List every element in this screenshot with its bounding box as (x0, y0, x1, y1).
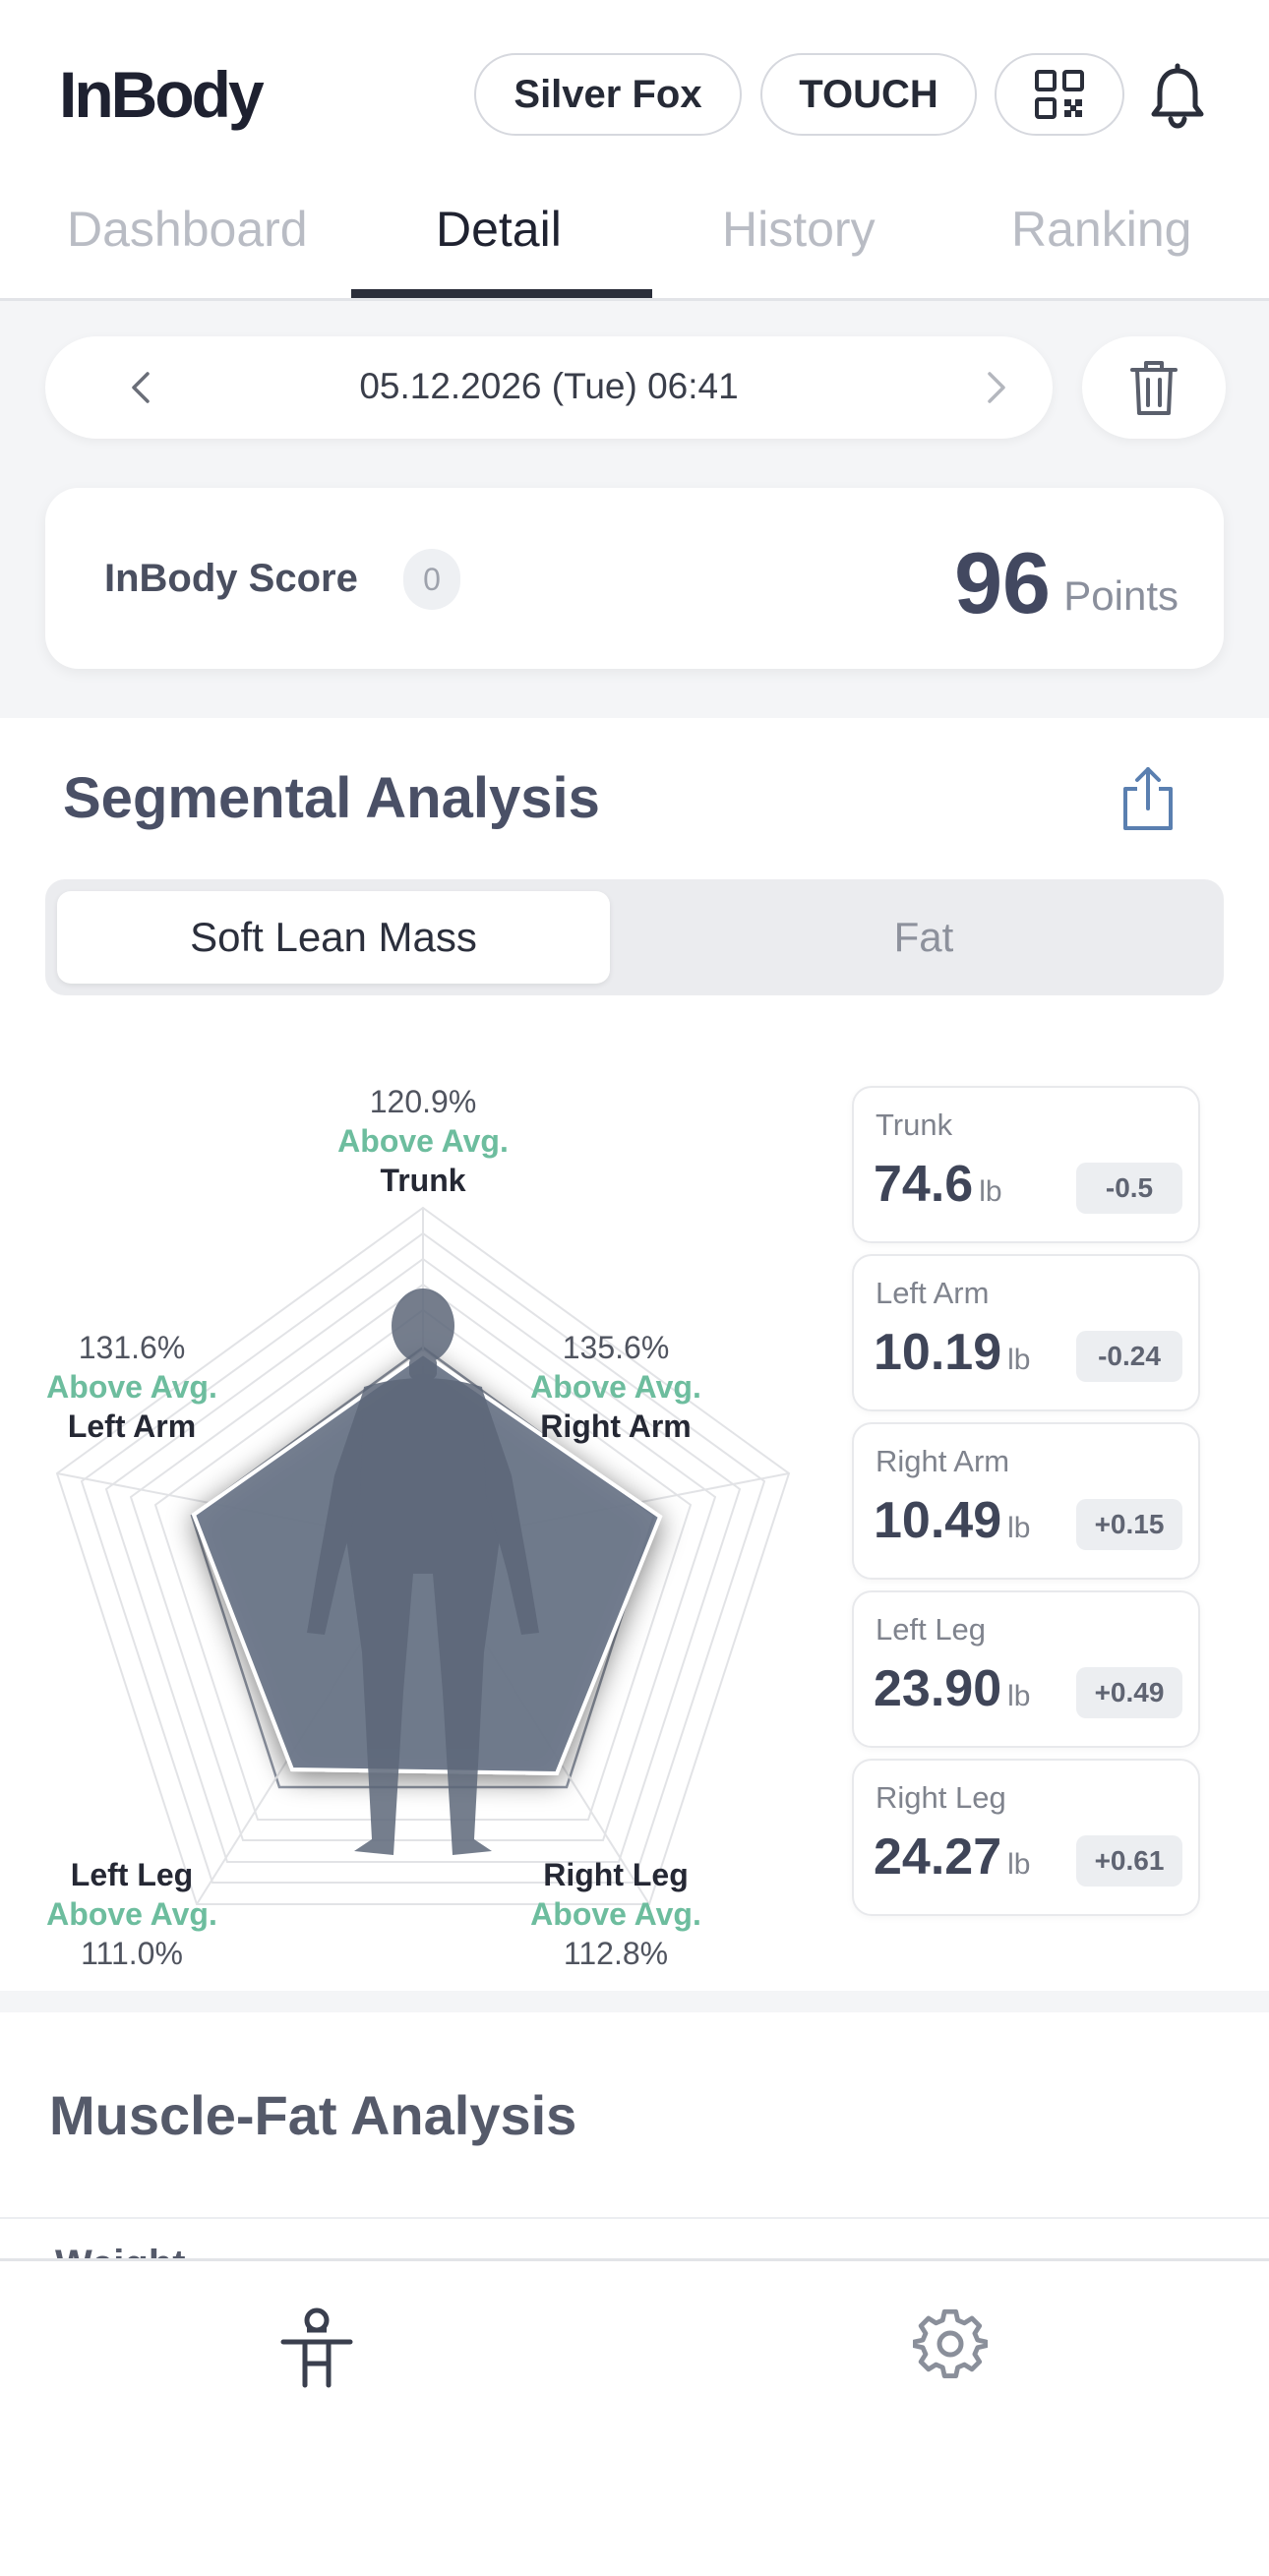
segment-name: Left Leg (876, 1612, 987, 1647)
segmental-analysis-title: Segmental Analysis (63, 766, 600, 830)
segment-card-left-arm[interactable]: Left Arm 10.19 lb -0.24 (852, 1254, 1200, 1411)
qr-code-icon (1035, 70, 1084, 119)
radar-label-right-arm: 135.6% Above Avg. Right Arm (468, 1328, 763, 1446)
divider-line (0, 2217, 1269, 2219)
right-leg-status: Above Avg. (530, 1896, 701, 1932)
left-arm-name: Left Arm (67, 1408, 197, 1444)
measurement-date: 05.12.2026 (Tue) 06:41 (359, 366, 739, 406)
segment-card-right-arm[interactable]: Right Arm 10.49 lb +0.15 (852, 1422, 1200, 1580)
trash-icon (1130, 361, 1178, 415)
segment-change-badge: -0.5 (1076, 1163, 1182, 1214)
score-unit: Points (1063, 572, 1178, 619)
segment-name: Left Arm (876, 1276, 990, 1310)
main-tabs: Dashboard Detail History Ranking (0, 177, 1269, 301)
segment-card-left-leg[interactable]: Left Leg 23.90 lb +0.49 (852, 1590, 1200, 1748)
date-navigator: 05.12.2026 (Tue) 06:41 (45, 336, 1053, 439)
segment-name: Right Leg (876, 1780, 1006, 1815)
muscle-fat-analysis-title: Muscle-Fat Analysis (49, 2084, 577, 2146)
segment-change-badge: -0.24 (1076, 1331, 1182, 1382)
right-arm-name: Right Arm (540, 1408, 692, 1444)
bell-icon[interactable] (1144, 63, 1211, 130)
segment-card-right-leg[interactable]: Right Leg 24.27 lb +0.61 (852, 1759, 1200, 1916)
delete-button[interactable] (1082, 336, 1226, 439)
weight-label: Weight (55, 2245, 186, 2258)
segmental-radar-chart: 120.9% Above Avg. Trunk 131.6% Above Avg… (39, 1062, 807, 1987)
right-arm-percent: 135.6% (562, 1330, 670, 1365)
body-icon[interactable] (277, 2306, 356, 2389)
segment-name: Trunk (876, 1108, 953, 1142)
active-tab-indicator (351, 289, 652, 298)
tab-detail[interactable]: Detail (436, 202, 562, 257)
tab-ranking[interactable]: Ranking (1011, 202, 1192, 257)
right-arm-status: Above Avg. (530, 1369, 701, 1405)
qr-code-button[interactable] (995, 53, 1124, 136)
inbody-logo: InBody (59, 58, 265, 131)
share-icon[interactable] (1118, 765, 1178, 832)
score-value: 96 (954, 534, 1051, 631)
bottom-navigation (0, 2258, 1269, 2576)
radar-label-left-arm: 131.6% Above Avg. Left Arm (0, 1328, 279, 1446)
radar-graphic (55, 1206, 791, 1905)
user-profile-button[interactable]: Silver Fox (474, 53, 742, 136)
trunk-status: Above Avg. (337, 1123, 509, 1159)
trunk-percent: 120.9% (369, 1084, 477, 1119)
segment-change-badge: +0.15 (1076, 1499, 1182, 1550)
toggle-soft-lean-mass[interactable]: Soft Lean Mass (57, 891, 610, 984)
chevron-right-icon[interactable] (978, 370, 1013, 405)
section-divider (0, 1991, 1269, 2012)
device-type-button[interactable]: TOUCH (760, 53, 977, 136)
left-leg-name: Left Leg (70, 1857, 194, 1892)
segment-name: Right Arm (876, 1444, 1010, 1478)
right-leg-name: Right Leg (543, 1857, 689, 1892)
segmental-toggle: Soft Lean Mass Fat (45, 879, 1224, 995)
left-leg-percent: 111.0% (81, 1936, 183, 1971)
left-arm-percent: 131.6% (78, 1330, 186, 1365)
segment-change-badge: +0.61 (1076, 1835, 1182, 1887)
segment-change-badge: +0.49 (1076, 1667, 1182, 1718)
left-arm-status: Above Avg. (46, 1369, 217, 1405)
segment-value: 10.49 lb (874, 1492, 1031, 1549)
gear-icon[interactable] (913, 2306, 988, 2381)
radar-label-right-leg: Right Leg Above Avg. 112.8% (468, 1855, 763, 1973)
tab-dashboard[interactable]: Dashboard (67, 202, 308, 257)
segment-value: 24.27 lb (874, 1828, 1031, 1886)
app-header: InBody Silver Fox TOUCH (0, 0, 1269, 177)
chevron-left-icon[interactable] (124, 370, 159, 405)
segment-value: 10.19 lb (874, 1324, 1031, 1381)
tab-history[interactable]: History (722, 202, 876, 257)
segment-card-trunk[interactable]: Trunk 74.6 lb -0.5 (852, 1086, 1200, 1243)
score-badge: 0 (403, 549, 460, 610)
radar-label-trunk: 120.9% Above Avg. Trunk (275, 1082, 571, 1200)
trunk-name: Trunk (380, 1163, 466, 1198)
body-silhouette (307, 1288, 539, 1855)
segment-value: 74.6 lb (874, 1156, 1002, 1213)
inbody-score-card[interactable]: InBody Score 0 96 Points (45, 488, 1224, 669)
segment-value: 23.90 lb (874, 1660, 1031, 1717)
toggle-fat[interactable]: Fat (893, 914, 954, 960)
radar-label-left-leg: Left Leg Above Avg. 111.0% (0, 1855, 279, 1973)
summary-section: 05.12.2026 (Tue) 06:41 InBody Score 0 96… (0, 301, 1269, 718)
left-leg-status: Above Avg. (46, 1896, 217, 1932)
score-label: InBody Score (104, 557, 358, 600)
right-leg-percent: 112.8% (563, 1936, 669, 1971)
